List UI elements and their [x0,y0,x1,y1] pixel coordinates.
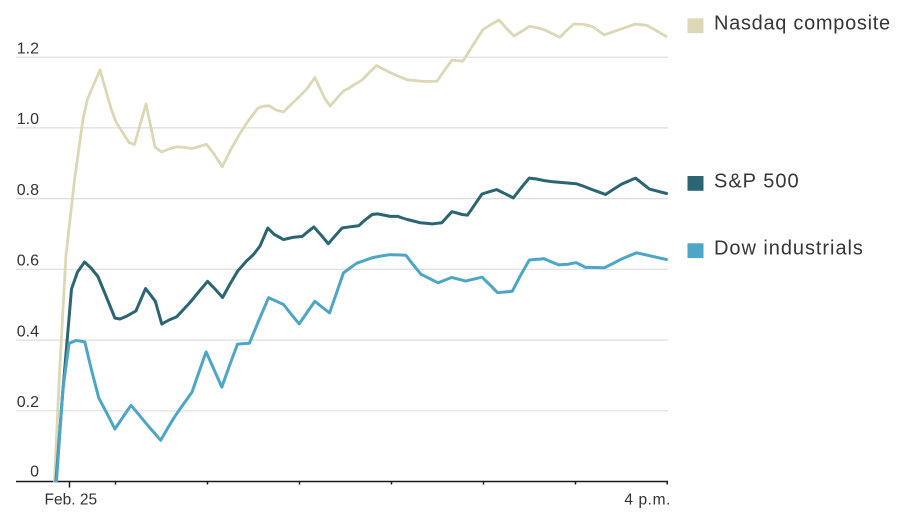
svg-text:0: 0 [30,464,39,481]
svg-text:Feb. 25: Feb. 25 [45,492,98,509]
svg-text:0.4: 0.4 [17,323,39,340]
svg-text:Nasdaq composite: Nasdaq composite [714,12,891,34]
svg-text:S&P 500: S&P 500 [714,170,800,192]
svg-text:0.2: 0.2 [17,394,39,411]
svg-text:1.0: 1.0 [17,111,39,128]
svg-text:0.6: 0.6 [17,253,39,270]
svg-text:Dow industrials: Dow industrials [714,238,864,260]
svg-text:1.2: 1.2 [17,40,39,57]
svg-text:0.8: 0.8 [17,182,39,199]
svg-text:4 p.m.: 4 p.m. [624,492,671,509]
